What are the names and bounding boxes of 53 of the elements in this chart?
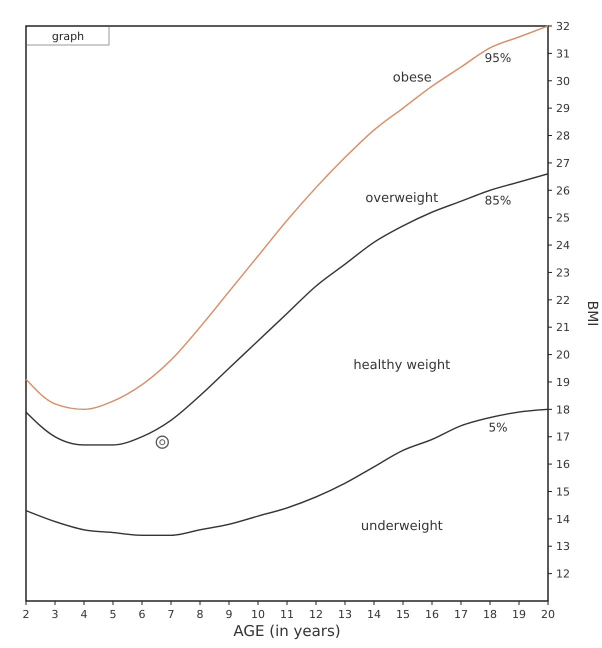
x-tick-label: 18 bbox=[483, 608, 497, 621]
y-tick-label: 13 bbox=[556, 540, 570, 554]
y-tick-label: 22 bbox=[556, 294, 570, 307]
y-tick-label: 15 bbox=[556, 485, 570, 498]
x-tick-label: 19 bbox=[512, 608, 526, 621]
x-tick-label: 4 bbox=[80, 608, 88, 621]
annotation: overweight bbox=[365, 191, 438, 206]
x-tick-label: 7 bbox=[168, 608, 174, 621]
y-tick-label: 30 bbox=[556, 74, 570, 88]
x-axis-title: AGE (in years) bbox=[233, 622, 341, 640]
y-tick-label: 25 bbox=[556, 212, 570, 225]
y-tick-label: 19 bbox=[556, 376, 570, 389]
x-tick-label: 12 bbox=[309, 608, 323, 621]
y-tick-label: 29 bbox=[556, 102, 570, 116]
x-tick-label: 13 bbox=[338, 608, 352, 621]
x-tick-label: 5 bbox=[110, 608, 116, 621]
y-tick-label: 16 bbox=[556, 458, 570, 472]
y-tick-label: 17 bbox=[556, 430, 570, 444]
x-tick-label: 15 bbox=[396, 608, 410, 621]
annotation: obese bbox=[392, 70, 432, 86]
x-tick-label: 2 bbox=[22, 608, 30, 621]
series-label: 85% bbox=[484, 193, 512, 208]
y-axis-title: BMI bbox=[584, 300, 600, 326]
x-tick-label: 11 bbox=[280, 608, 294, 621]
x-tick-label: 16 bbox=[425, 608, 439, 621]
y-tick-label: 28 bbox=[556, 130, 570, 143]
line-series bbox=[25, 25, 549, 410]
x-tick-label: 17 bbox=[454, 608, 468, 621]
annotation: healthy weight bbox=[353, 358, 450, 373]
y-tick-label: 31 bbox=[556, 47, 570, 60]
series-label: 95% bbox=[484, 50, 512, 65]
x-tick-label: 9 bbox=[226, 608, 232, 621]
line-series bbox=[25, 173, 549, 446]
x-tick-label: 3 bbox=[52, 608, 58, 621]
x-tick-label: 6 bbox=[138, 608, 146, 621]
x-tick-label: 14 bbox=[367, 608, 381, 621]
y-tick-label: 14 bbox=[556, 512, 570, 526]
x-tick-label: 20 bbox=[541, 608, 555, 621]
y-tick-label: 24 bbox=[556, 239, 570, 252]
y-tick-label: 27 bbox=[556, 156, 570, 170]
y-tick-label: 18 bbox=[556, 403, 570, 416]
y-tick-label: 21 bbox=[556, 321, 570, 334]
x-tick-label: 8 bbox=[196, 608, 204, 621]
line-series bbox=[25, 408, 549, 536]
y-tick-label: 12 bbox=[556, 568, 570, 581]
y-tick-label: 26 bbox=[556, 184, 570, 198]
y-tick-label: 20 bbox=[556, 348, 570, 362]
x-tick-label: 10 bbox=[251, 608, 265, 621]
annotation: underweight bbox=[360, 518, 443, 534]
y-tick-label: 23 bbox=[556, 266, 570, 280]
annotation: graph bbox=[52, 30, 84, 43]
series-label: 5% bbox=[488, 420, 508, 435]
y-tick-label: 32 bbox=[556, 20, 570, 33]
